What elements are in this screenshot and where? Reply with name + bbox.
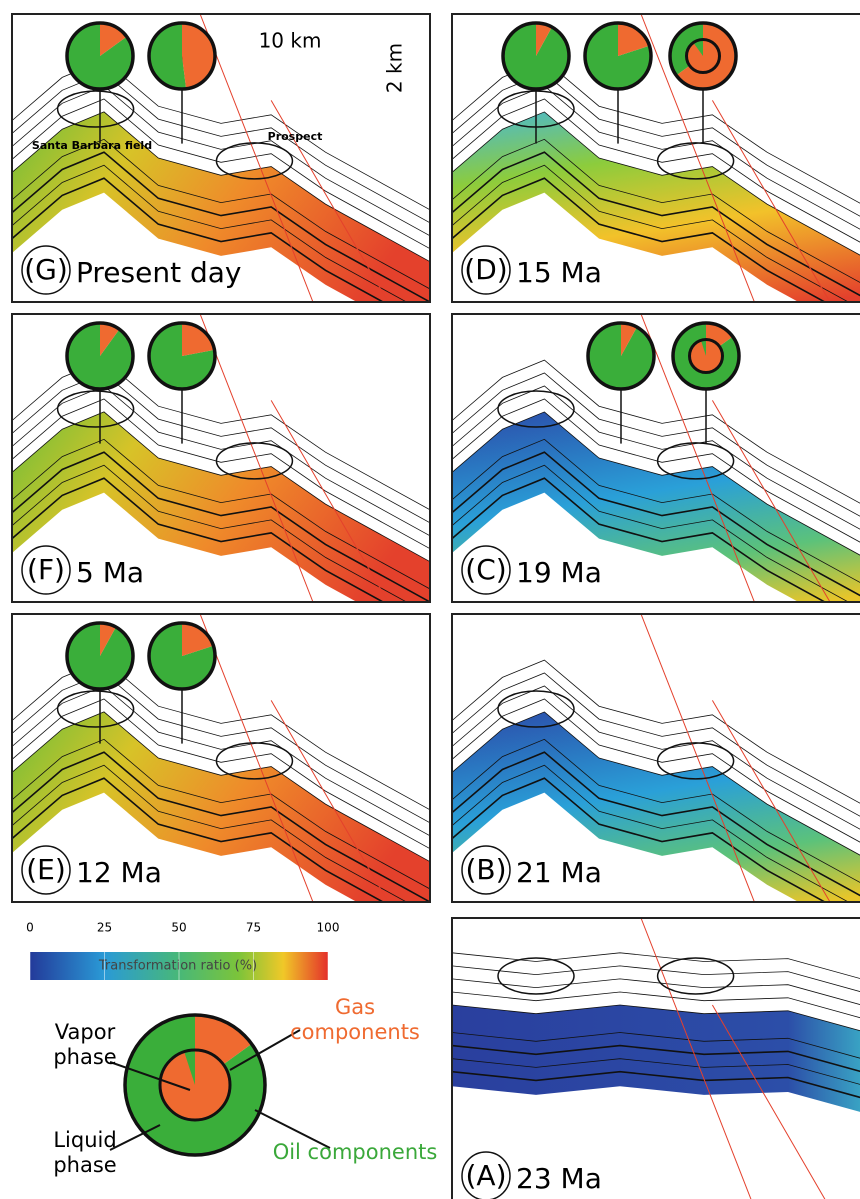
- panel-age: 23 Ma: [516, 1162, 602, 1195]
- panel-age: 5 Ma: [76, 556, 144, 589]
- colorbar-tick-label: 25: [97, 921, 112, 935]
- panel-letter: (C): [465, 553, 506, 586]
- gas-label: Gas components: [270, 995, 440, 1045]
- section: [452, 314, 860, 642]
- panel-letter: (G): [24, 253, 68, 286]
- panel-letter: (D): [464, 253, 507, 286]
- vapor-label: Vapor phase: [40, 1020, 130, 1070]
- colorbar-tick-label: 100: [317, 921, 340, 935]
- oil-label: Oil components: [270, 1140, 440, 1165]
- horizon: [452, 979, 860, 1008]
- gas-wedge: [182, 23, 215, 89]
- panel-age: 21 Ma: [516, 856, 602, 889]
- figure: (G) (D) (F) (C) (E) (B) (A) 10 km 2 km Santa Ba…: [0, 0, 860, 1199]
- oil-wedge: [149, 23, 186, 89]
- field-label: Santa Barbara field: [32, 139, 152, 152]
- colorbar-tick-label: 50: [171, 921, 186, 935]
- scale-horizontal: 10 km: [259, 29, 322, 53]
- panel-letter: (F): [27, 553, 65, 586]
- trap-outline: [498, 958, 574, 994]
- liquid-label: Liquid phase: [40, 1128, 130, 1178]
- prospect-label: Prospect: [268, 130, 323, 143]
- scale-vertical: 2 km: [383, 43, 407, 93]
- panel-letter: (E): [26, 853, 66, 886]
- panel-age: 15 Ma: [516, 256, 602, 289]
- panel-age: Present day: [76, 256, 241, 289]
- section: [452, 918, 860, 1199]
- section: [452, 614, 860, 942]
- panel-letter: (B): [465, 853, 506, 886]
- colorbar-tick-label: 75: [246, 921, 261, 935]
- trap-outline: [658, 958, 734, 994]
- panel-age: 12 Ma: [76, 856, 162, 889]
- panel-letter: (A): [465, 1159, 506, 1192]
- panel-age: 19 Ma: [516, 556, 602, 589]
- strata-band: [452, 1005, 860, 1115]
- colorbar-title: Transformation ratio (%): [98, 959, 257, 974]
- colorbar-tick-label: 0: [26, 921, 34, 935]
